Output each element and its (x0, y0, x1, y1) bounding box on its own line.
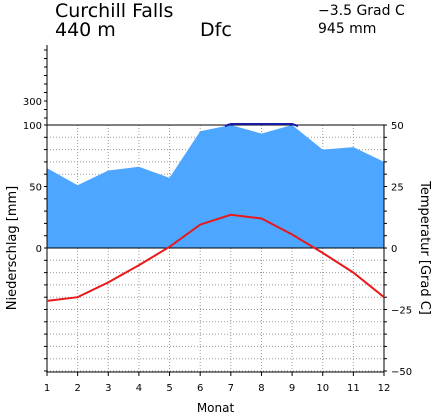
station-elevation: 440 m (55, 19, 116, 41)
month-label: 4 (136, 383, 142, 394)
month-label: 7 (228, 383, 234, 394)
y-axis-title-right: Temperatur [Grad C] (417, 180, 432, 315)
month-label: 9 (289, 383, 295, 394)
month-label: 5 (166, 383, 172, 394)
precip-tick-label: 100 (23, 121, 42, 132)
temp-tick-label: −25 (391, 306, 412, 317)
temp-tick-label: 0 (391, 244, 397, 255)
temperature-line (46, 213, 385, 302)
precipitation-top-line (224, 123, 299, 127)
month-label: 12 (378, 383, 391, 394)
precip-tick-label: 50 (29, 183, 42, 194)
precip-tick-label: 0 (36, 244, 42, 255)
station-name: Curchill Falls (55, 0, 174, 22)
climate-classification: Dfc (200, 19, 232, 41)
y-axis-title-left: Niederschlag [mm] (5, 186, 20, 311)
month-label: 1 (44, 383, 50, 394)
annual-precipitation: 945 mm (318, 21, 377, 37)
month-label: 2 (74, 383, 80, 394)
mean-annual-temperature: −3.5 Grad C (318, 3, 405, 19)
month-label: 10 (316, 383, 329, 394)
precip-tick-label: 300 (23, 97, 42, 108)
temp-tick-label: −50 (391, 367, 412, 378)
precipitation-area (47, 125, 384, 248)
axes-layer (44, 45, 387, 376)
temp-tick-label: 50 (391, 121, 404, 132)
x-axis-title: Monat (197, 401, 235, 415)
month-label: 3 (105, 383, 111, 394)
month-label: 11 (347, 383, 360, 394)
month-label: 8 (258, 383, 264, 394)
temp-tick-label: 25 (391, 183, 404, 194)
month-label: 6 (197, 383, 203, 394)
